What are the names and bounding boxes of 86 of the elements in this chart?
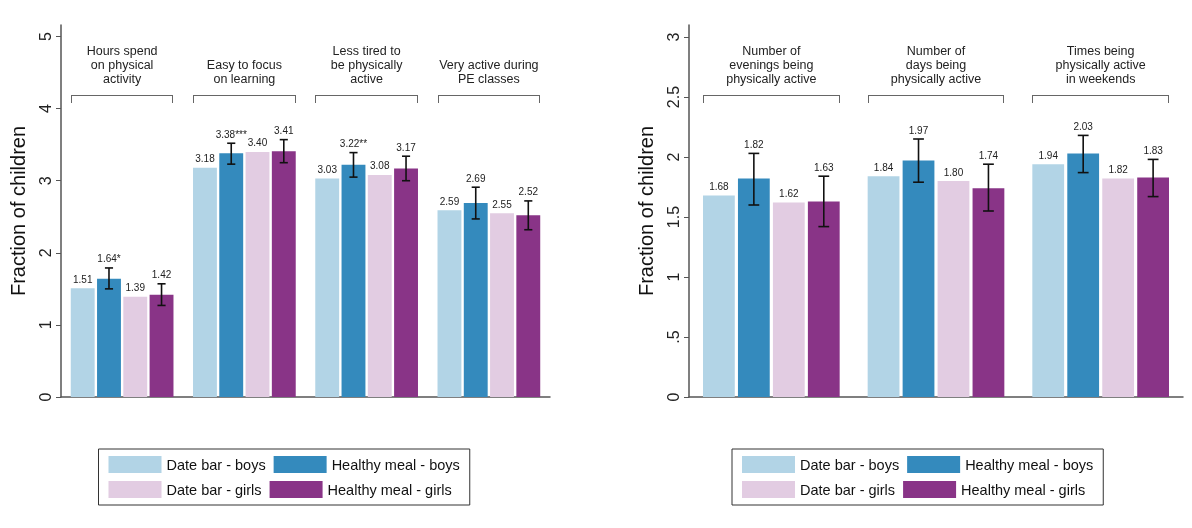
data-label: 3.40: [247, 137, 268, 149]
legend-label: Healthy meal - girls: [961, 481, 1086, 498]
x-tick-label: Times being physically active in weekends: [1055, 44, 1146, 86]
y-tick-label: 3: [664, 32, 682, 42]
data-label: 1.62: [779, 188, 799, 200]
bar: [937, 181, 970, 397]
data-label: 2.55: [492, 198, 513, 210]
y-axis-title: Fraction of children: [635, 125, 657, 297]
y-tick-label: 3: [36, 176, 54, 186]
data-label: 1.83: [1143, 144, 1164, 156]
y-tick-label: 0: [664, 392, 682, 402]
bar: [437, 210, 462, 397]
y-tick-label: 0: [36, 392, 54, 402]
bar: [772, 202, 805, 397]
bar: [315, 178, 340, 397]
bar: [367, 174, 392, 397]
legend-label: Date bar - boys: [166, 456, 266, 473]
bar: [219, 153, 244, 397]
data-label: 2.59: [439, 195, 460, 207]
data-label: 3.22**: [339, 138, 368, 150]
bar: [193, 167, 217, 397]
legend-label: Date bar - girls: [800, 481, 896, 498]
bar: [97, 278, 121, 397]
data-label: 1.74: [978, 149, 999, 161]
bar: [341, 164, 366, 397]
y-axis-title: Fraction of children: [7, 125, 29, 297]
data-label: 3.08: [370, 160, 390, 172]
y-tick-label: 2.5: [664, 85, 682, 109]
x-tick-label: Number of days being physically active: [890, 44, 982, 86]
data-label: 1.82: [744, 138, 765, 150]
data-label: 3.17: [396, 141, 417, 153]
bar: [703, 195, 735, 397]
x-tick-label: Number of evenings being physically active: [726, 44, 817, 86]
bar: [972, 188, 1005, 397]
y-tick-label: 2: [664, 152, 682, 162]
data-label: 1.42: [151, 269, 172, 281]
bar: [1067, 153, 1100, 397]
bar: [245, 151, 270, 397]
data-label: 1.64*: [97, 253, 121, 265]
bar: [902, 160, 935, 397]
data-label: 1.63: [814, 161, 834, 173]
y-tick-label: 1.5: [664, 205, 682, 229]
data-label: 1.51: [72, 273, 93, 285]
y-tick-label: 1: [36, 320, 54, 330]
data-label: 3.41: [274, 125, 294, 137]
legend-label: Healthy meal - boys: [965, 456, 1094, 473]
data-label: 1.80: [943, 166, 964, 178]
x-tick-label: Easy to focus on learning: [206, 58, 282, 86]
data-label: 1.68: [709, 180, 730, 192]
data-label: 2.03: [1073, 120, 1094, 132]
data-label: 1.84: [873, 161, 894, 173]
y-tick-label: 2: [36, 248, 54, 258]
data-label: 1.39: [125, 282, 146, 294]
bar: [490, 213, 514, 397]
y-tick-label: 4: [36, 104, 54, 114]
bar: [1137, 177, 1169, 397]
bar: [867, 176, 900, 397]
bar: [1032, 164, 1065, 397]
data-label: 1.94: [1038, 149, 1059, 161]
legend-label: Date bar - girls: [166, 481, 262, 498]
bar: [394, 168, 418, 397]
bar: [1102, 178, 1135, 397]
y-tick-label: .5: [664, 330, 682, 344]
data-label: 3.18: [195, 153, 216, 165]
data-label: 2.69: [466, 172, 486, 184]
x-tick-label: Less tired to be physically active: [330, 44, 404, 86]
bar: [807, 201, 840, 397]
legend-label: Date bar - boys: [800, 456, 900, 473]
bar: [737, 178, 770, 397]
bar: [463, 203, 488, 397]
bar: [123, 296, 148, 397]
data-label: 1.97: [908, 124, 929, 136]
legend-label: Healthy meal - boys: [331, 456, 460, 473]
data-label: 3.03: [317, 164, 338, 176]
x-tick-label: Hours spend on physical activity: [86, 44, 158, 86]
x-tick-label: Very active during PE classes: [439, 58, 539, 86]
y-tick-label: 5: [36, 31, 54, 41]
data-label: 3.38***: [215, 128, 247, 140]
bar: [149, 294, 174, 397]
data-label: 1.82: [1108, 164, 1129, 176]
y-tick-label: 1: [664, 272, 682, 282]
bar: [516, 215, 541, 397]
bar: [70, 288, 95, 397]
legend-label: Healthy meal - girls: [327, 481, 452, 498]
bar: [271, 151, 296, 397]
data-label: 2.52: [518, 186, 539, 198]
